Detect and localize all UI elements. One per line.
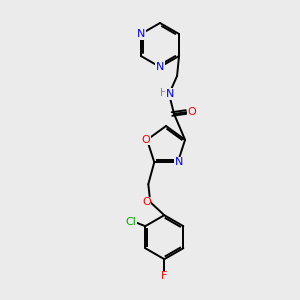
Text: N: N: [137, 29, 145, 39]
Text: O: O: [188, 107, 197, 117]
Text: N: N: [175, 157, 183, 167]
Text: Cl: Cl: [126, 217, 137, 227]
Text: O: O: [142, 135, 150, 145]
Text: N: N: [156, 62, 164, 72]
Text: H: H: [160, 88, 168, 98]
Text: O: O: [142, 197, 151, 207]
Text: F: F: [161, 271, 167, 281]
Text: N: N: [166, 89, 174, 99]
